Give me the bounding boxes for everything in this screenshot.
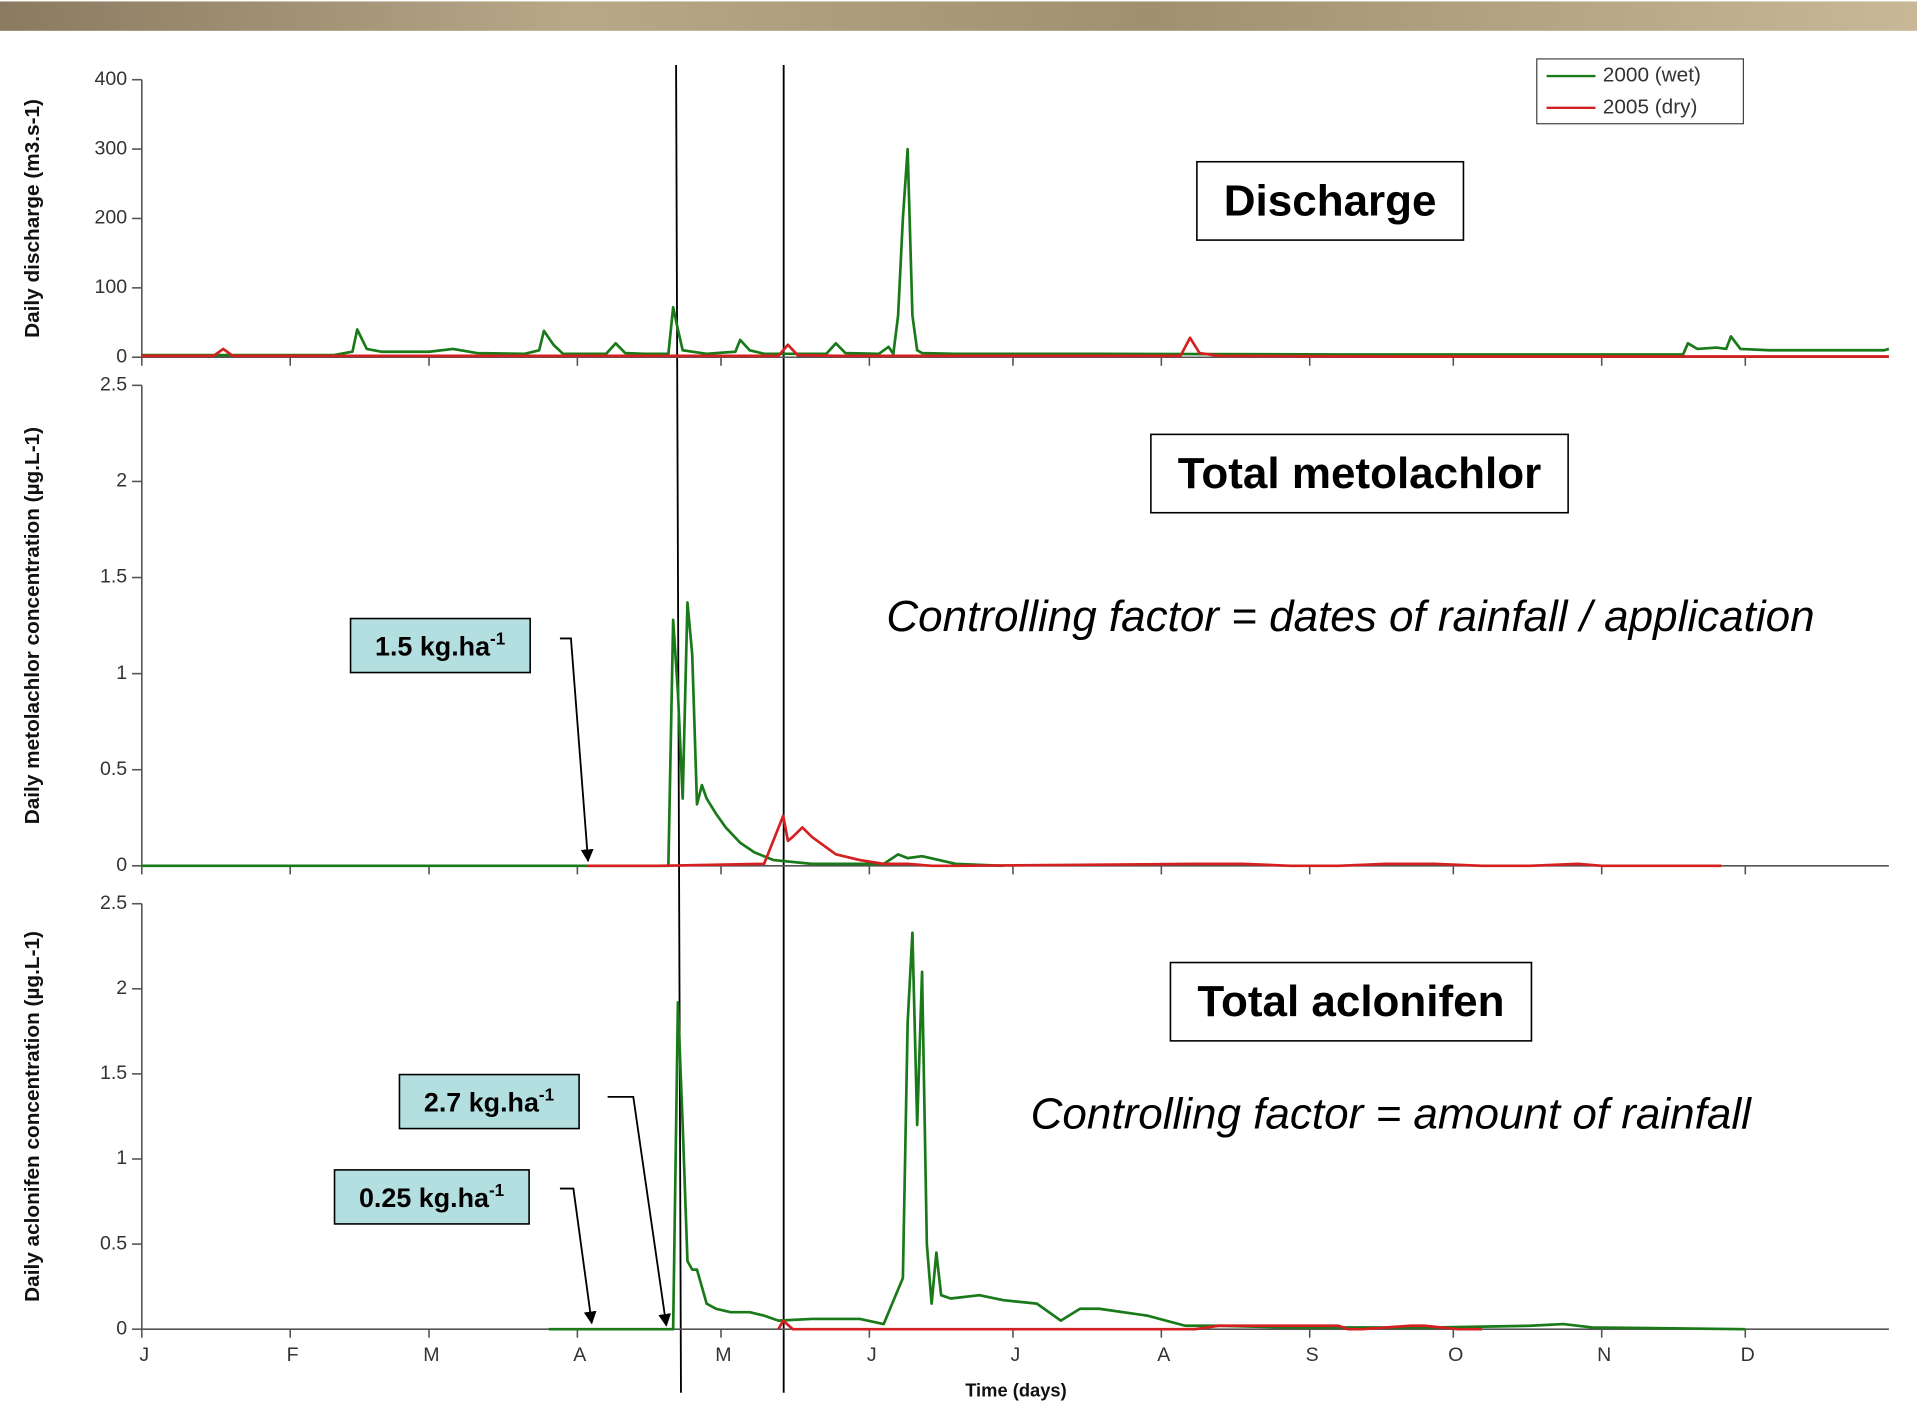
dose-text: 0.25 kg.ha [359, 1183, 490, 1213]
series-line [586, 814, 1722, 868]
y-tick-label: 0 [116, 345, 127, 367]
panel-title: Total metolachlor [1178, 449, 1541, 498]
y-tick-label: 300 [95, 137, 128, 159]
x-tick-label: J [139, 1344, 149, 1366]
y-tick-label: 0.5 [100, 1232, 127, 1254]
y-tick-label: 0.5 [100, 758, 127, 780]
y-tick-label: 1.5 [100, 566, 127, 588]
series-line [141, 601, 1004, 868]
y-axis-label: Daily aclonifen concentration (µg.L-1) [21, 931, 44, 1302]
annotation: Controlling factor = dates of rainfall /… [886, 592, 1814, 641]
series-line [548, 931, 1746, 1331]
arrow [607, 1095, 672, 1327]
panel-title: Discharge [1224, 176, 1437, 225]
dose-label: 0.25 kg.ha-1 [359, 1181, 505, 1213]
arrow [559, 637, 594, 863]
label-box [349, 617, 531, 674]
y-tick-label: 2 [116, 470, 127, 492]
y-tick-label: 400 [95, 68, 128, 90]
label-box [1196, 160, 1465, 241]
x-tick-label: J [1011, 1344, 1021, 1366]
y-axis-label: Daily discharge (m3.s-1) [21, 99, 44, 338]
series-line [141, 147, 1890, 357]
y-tick-label: 100 [95, 276, 128, 298]
dose-text: 2.7 kg.ha [424, 1088, 540, 1118]
dose-label: 1.5 kg.ha-1 [375, 630, 506, 662]
y-tick-label: 0 [116, 854, 127, 876]
x-tick-label: N [1597, 1344, 1611, 1366]
y-tick-label: 200 [95, 207, 128, 229]
y-tick-label: 0 [116, 1317, 127, 1339]
y-tick-label: 1 [116, 662, 127, 684]
dose-sup: -1 [490, 630, 506, 649]
photo-strip [0, 1, 1917, 31]
legend-label: 2000 (wet) [1603, 64, 1701, 87]
label-box [1169, 961, 1533, 1042]
x-tick-label: O [1448, 1344, 1463, 1366]
label-box [1150, 433, 1569, 514]
x-tick-label: J [867, 1344, 877, 1366]
legend-box [1536, 58, 1745, 125]
dose-sup: -1 [489, 1181, 505, 1200]
arrow [559, 1187, 597, 1325]
y-axis-label: Daily metolachlor concentration (µg.L-1) [21, 427, 44, 824]
label-box [333, 1169, 530, 1225]
annotation: Controlling factor = amount of rainfall [1031, 1090, 1752, 1139]
series-line [777, 1319, 1483, 1331]
x-tick-label: M [715, 1344, 731, 1366]
x-axis-label: Time (days) [965, 1379, 1067, 1400]
x-tick-label: A [1157, 1344, 1170, 1366]
x-tick-label: S [1306, 1344, 1319, 1366]
x-tick-label: D [1741, 1344, 1755, 1366]
label-box [398, 1073, 580, 1130]
y-tick-label: 2.5 [100, 892, 127, 914]
panel-title: Total aclonifen [1197, 977, 1504, 1026]
dose-sup: -1 [539, 1086, 555, 1105]
dose-text: 1.5 kg.ha [375, 632, 491, 662]
dose-label: 2.7 kg.ha-1 [424, 1086, 555, 1118]
x-tick-label: M [423, 1344, 439, 1366]
y-tick-label: 1.5 [100, 1062, 127, 1084]
x-tick-label: F [287, 1344, 299, 1366]
x-tick-label: A [573, 1344, 586, 1366]
legend-label: 2005 (dry) [1603, 95, 1698, 118]
y-tick-label: 1 [116, 1147, 127, 1169]
y-tick-label: 2 [116, 977, 127, 999]
y-tick-label: 2.5 [100, 374, 127, 396]
series-line [141, 336, 1889, 358]
